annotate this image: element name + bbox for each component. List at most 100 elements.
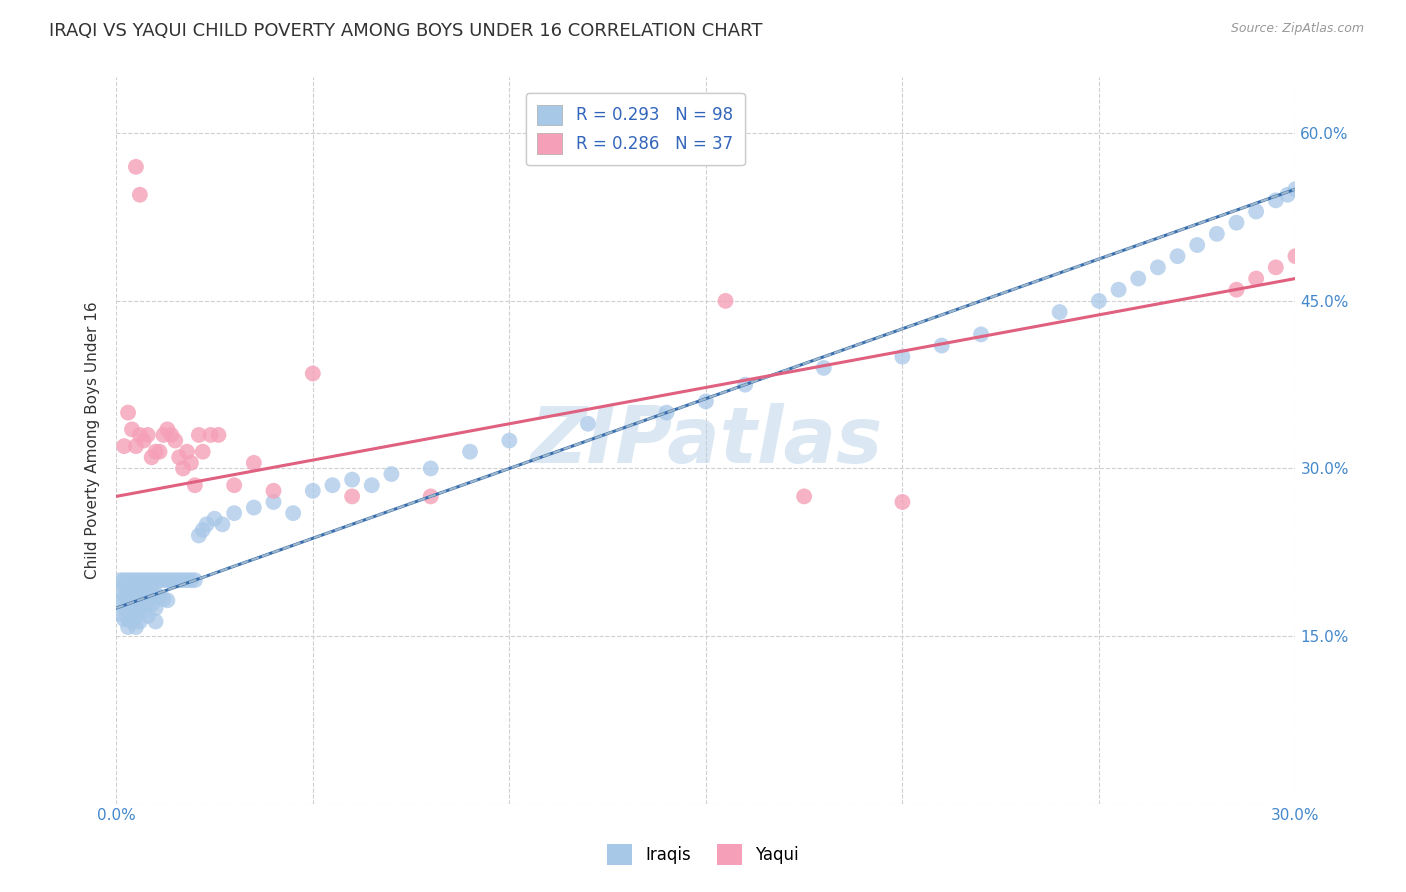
- Point: [1128, 271, 1150, 285]
- Point: [145, 573, 167, 587]
- Point: [125, 589, 148, 603]
- Point: [1205, 227, 1227, 241]
- Point: [891, 495, 914, 509]
- Point: [191, 523, 214, 537]
- Point: [1108, 283, 1130, 297]
- Point: [931, 338, 953, 352]
- Point: [576, 417, 599, 431]
- Point: [108, 584, 131, 599]
- Point: [117, 584, 139, 599]
- Point: [156, 593, 179, 607]
- Point: [340, 489, 363, 503]
- Point: [243, 456, 266, 470]
- Point: [145, 615, 167, 629]
- Point: [176, 444, 198, 458]
- Point: [136, 428, 159, 442]
- Point: [117, 406, 139, 420]
- Point: [128, 602, 150, 616]
- Point: [695, 394, 717, 409]
- Point: [360, 478, 382, 492]
- Point: [176, 573, 198, 587]
- Point: [1147, 260, 1170, 275]
- Point: [136, 573, 159, 587]
- Point: [419, 461, 441, 475]
- Text: ZIPatlas: ZIPatlas: [530, 402, 882, 478]
- Point: [141, 584, 163, 599]
- Point: [112, 573, 135, 587]
- Point: [891, 350, 914, 364]
- Point: [117, 592, 139, 607]
- Point: [128, 187, 150, 202]
- Point: [117, 601, 139, 615]
- Point: [180, 456, 202, 470]
- Legend: R = 0.293   N = 98, R = 0.286   N = 37: R = 0.293 N = 98, R = 0.286 N = 37: [526, 93, 745, 165]
- Point: [167, 450, 190, 465]
- Y-axis label: Child Poverty Among Boys Under 16: Child Poverty Among Boys Under 16: [86, 301, 100, 579]
- Point: [152, 428, 174, 442]
- Point: [136, 609, 159, 624]
- Point: [281, 506, 304, 520]
- Point: [1088, 293, 1111, 308]
- Point: [145, 601, 167, 615]
- Point: [793, 489, 815, 503]
- Point: [117, 573, 139, 587]
- Point: [243, 500, 266, 515]
- Point: [136, 595, 159, 609]
- Point: [191, 444, 214, 458]
- Point: [204, 512, 226, 526]
- Legend: Iraqis, Yaqui: Iraqis, Yaqui: [598, 834, 808, 875]
- Point: [1167, 249, 1189, 263]
- Point: [136, 583, 159, 598]
- Point: [108, 573, 131, 587]
- Point: [128, 428, 150, 442]
- Point: [108, 607, 131, 621]
- Point: [167, 573, 190, 587]
- Point: [145, 444, 167, 458]
- Point: [180, 573, 202, 587]
- Point: [207, 428, 229, 442]
- Point: [132, 434, 155, 448]
- Point: [132, 604, 155, 618]
- Point: [1277, 187, 1299, 202]
- Point: [152, 592, 174, 607]
- Point: [132, 582, 155, 596]
- Point: [148, 590, 170, 604]
- Point: [125, 580, 148, 594]
- Point: [156, 422, 179, 436]
- Point: [380, 467, 402, 481]
- Point: [128, 615, 150, 629]
- Point: [184, 573, 207, 587]
- Point: [112, 601, 135, 615]
- Point: [112, 612, 135, 626]
- Point: [1284, 249, 1306, 263]
- Point: [112, 579, 135, 593]
- Point: [301, 367, 323, 381]
- Point: [148, 444, 170, 458]
- Point: [148, 573, 170, 587]
- Point: [121, 573, 143, 587]
- Point: [165, 434, 187, 448]
- Point: [121, 615, 143, 629]
- Point: [117, 577, 139, 591]
- Point: [1049, 305, 1071, 319]
- Point: [141, 598, 163, 612]
- Point: [224, 506, 246, 520]
- Point: [128, 581, 150, 595]
- Point: [141, 573, 163, 587]
- Point: [121, 601, 143, 615]
- Point: [132, 573, 155, 587]
- Point: [1244, 204, 1267, 219]
- Point: [160, 428, 183, 442]
- Point: [1225, 283, 1247, 297]
- Point: [125, 609, 148, 624]
- Point: [125, 573, 148, 587]
- Point: [156, 573, 179, 587]
- Point: [112, 590, 135, 604]
- Point: [125, 439, 148, 453]
- Point: [263, 483, 285, 498]
- Point: [1244, 271, 1267, 285]
- Point: [112, 439, 135, 453]
- Point: [128, 573, 150, 587]
- Point: [321, 478, 343, 492]
- Point: [970, 327, 993, 342]
